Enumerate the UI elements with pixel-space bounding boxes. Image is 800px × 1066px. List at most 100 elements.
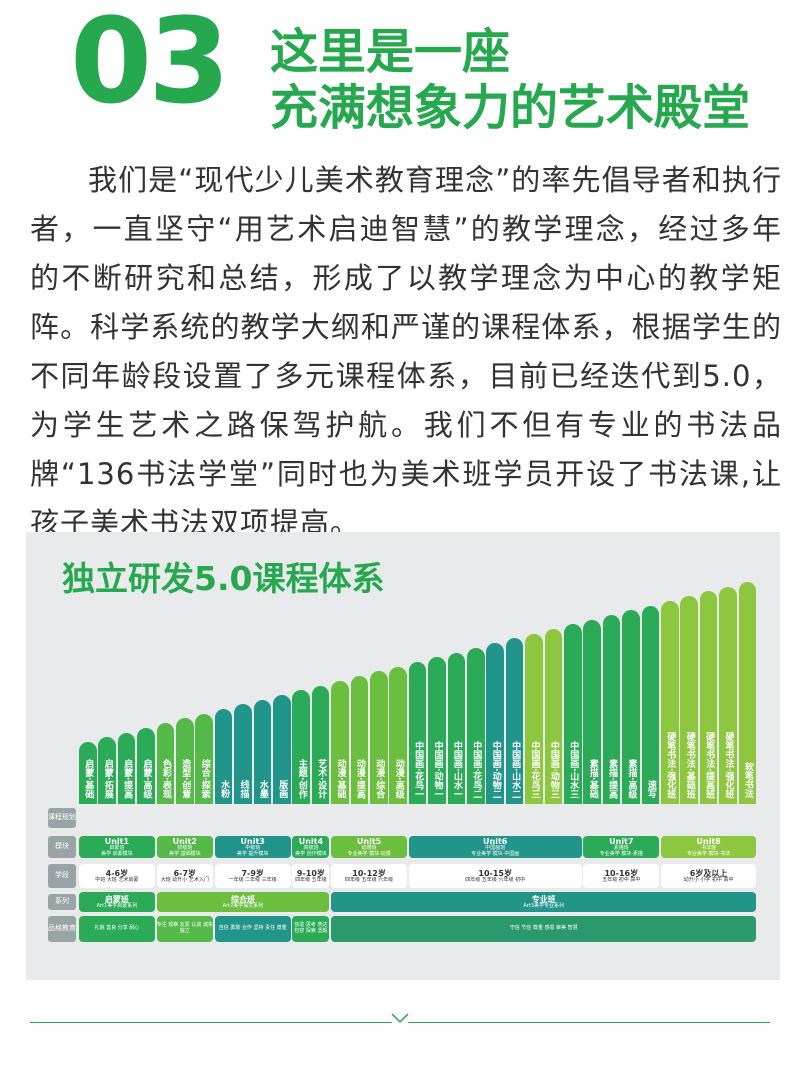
course-bar: 中国画·山水三 <box>564 624 582 804</box>
course-bar-label: 中国画·动物一 <box>432 740 443 798</box>
age-desc: 大班 幼升小 艺术入门 <box>160 876 209 883</box>
course-bar: 动漫·综合 <box>370 671 388 804</box>
age-range: 6岁及以上 <box>689 868 728 878</box>
course-bar-label: 造型·创意 <box>180 758 191 798</box>
footer-line-right <box>408 1022 770 1023</box>
unit-sub: 启蒙班 <box>109 844 125 851</box>
course-bar-label: 速写 <box>645 779 656 798</box>
age-desc: 幼升小 小学 初中 高中 <box>683 876 734 883</box>
age-range: 10-16岁 <box>604 868 639 878</box>
series-block: 综合班 Art2美学探究系列 <box>156 892 330 912</box>
course-bar-label: 动漫·提高 <box>354 758 365 798</box>
row-label: 系列 <box>48 894 76 910</box>
course-bar-label: 水墨 <box>257 779 268 798</box>
course-bar: 中国画·山水一 <box>447 652 466 804</box>
course-bar-label: 硬笔书法·强化班 <box>665 731 676 798</box>
section-number: 03 <box>70 0 230 130</box>
unit-name: Unit8 <box>696 836 721 846</box>
character-text: 礼貌 善良 分享 耐心 <box>94 925 140 932</box>
character-block: 自信 勇敢 合作 坚持 责任 尊重 <box>214 916 291 942</box>
course-bar: 硬笔书法·基础班 <box>680 596 698 804</box>
character-block: 礼貌 善良 分享 耐心 <box>79 916 155 942</box>
unit-block: Unit6 中国画班 专业美学 模块·中国画 <box>408 836 582 858</box>
course-bar: 综合·探索 <box>195 713 213 804</box>
course-bar: 艺术·设计 <box>311 685 330 804</box>
course-bar: 水粉 <box>214 709 233 804</box>
series-block: 启蒙班 Art1美学启蒙系列 <box>79 892 155 912</box>
curriculum-bars: 启蒙·基础 启蒙·拓展 启蒙·提高 启蒙·高级 色彩·表现 造型·创意 综合·探索 水粉 线描水… <box>26 532 780 980</box>
age-block: 10-15岁 四年级 五年级 六年级 初中 <box>408 864 582 888</box>
series-desc: Art2美学探究系列 <box>222 902 264 909</box>
unit-sub: 中级班 <box>245 844 261 851</box>
intro-text: 我们是“现代少儿美术教育理念”的率先倡导者和执行者，一直坚守“用艺术启迪智慧”的… <box>30 156 782 548</box>
age-block: 4-6岁 中班 大班 艺术启蒙 <box>79 864 155 888</box>
course-bar: 素描·高级 <box>622 610 640 804</box>
course-bar-label: 中国画·山水三 <box>568 740 579 798</box>
unit-name: Unit6 <box>483 836 508 846</box>
course-bar: 启蒙·基础 <box>79 742 97 804</box>
course-bar: 中国画·动物一 <box>428 657 446 804</box>
course-bar-label: 中国画·花鸟二 <box>471 740 482 798</box>
course-bar: 水墨 <box>253 699 272 804</box>
row-label: 课程规划 <box>48 808 76 828</box>
section-header: 03 这里是一座 充满想象力的艺术殿堂 <box>70 2 770 148</box>
age-range: 10-15岁 <box>478 868 512 878</box>
course-bar-label: 启蒙·高级 <box>141 758 152 798</box>
course-bar: 素描·基础 <box>583 619 601 804</box>
age-range: 4-6岁 <box>105 868 129 878</box>
age-desc: 四年级 五年级 六年级 <box>344 876 394 883</box>
course-bar: 软笔书法 <box>738 582 757 804</box>
unit-desc: 美学 提升模块 <box>236 850 269 857</box>
course-bar-label: 线描 <box>238 779 249 798</box>
age-block: 6-7岁 大班 幼升小 艺术入门 <box>156 864 213 888</box>
character-text: 守信 节俭 尊重 感恩 审美 智慧 <box>509 925 578 932</box>
unit-sub: 动漫班 <box>361 844 377 851</box>
unit-block: Unit8 书法班 专业美学 模块·书法 <box>661 836 757 858</box>
series-block: 专业班 Art3美学专业系列 <box>331 892 757 912</box>
row-label: 品格教育 <box>48 916 76 942</box>
course-bar-label: 启蒙·提高 <box>122 758 133 798</box>
course-bar: 启蒙·高级 <box>137 727 155 804</box>
curriculum-chart: 独立研发5.0课程体系 启蒙·基础 启蒙·拓展 启蒙·提高 启蒙·高级 色彩·表现 造型·… <box>26 532 780 980</box>
age-block: 10-12岁 四年级 五年级 六年级 <box>331 864 407 888</box>
series-name: 综合班 <box>230 894 255 904</box>
course-bar-label: 中国画·花鸟一 <box>413 740 424 798</box>
age-range: 7-9岁 <box>241 868 264 878</box>
course-bar: 硬笔书法·强化班 <box>661 600 679 804</box>
age-block: 9-10岁 四年级 五年级 <box>292 864 330 888</box>
unit-desc: 美学 启蒙模块 <box>101 850 133 857</box>
course-bar-label: 素描·高级 <box>626 758 637 798</box>
course-bar-label: 艺术·设计 <box>316 758 327 798</box>
course-bar-label: 启蒙·拓展 <box>102 758 113 798</box>
age-block: 6岁及以上 幼升小 小学 初中 高中 <box>661 864 757 888</box>
course-bar: 中国画·花鸟一 <box>408 662 427 804</box>
row-label: 模块 <box>48 836 76 858</box>
course-bar-label: 版画 <box>277 779 288 798</box>
age-range: 9-10岁 <box>296 868 325 878</box>
course-bar-label: 中国画·花鸟三 <box>529 740 540 798</box>
course-bar: 色彩·表现 <box>156 723 175 804</box>
section-title-line2: 充满想象力的艺术殿堂 <box>270 80 751 136</box>
course-bar-label: 硬笔书法·强化班 <box>723 731 734 798</box>
chevron-down-icon <box>391 1013 409 1024</box>
character-block: 守信 节俭 尊重 感恩 审美 智慧 <box>331 916 757 942</box>
unit-block: Unit1 启蒙班 美学 启蒙模块 <box>79 836 155 858</box>
course-bar-label: 中国画·动物三 <box>548 740 559 798</box>
unit-desc: 专业美学 模块·书法 <box>687 850 731 857</box>
unit-sub: 素描班 <box>613 844 629 851</box>
unit-block: Unit7 素描班 专业美学 模块·素描 <box>583 836 660 858</box>
course-bar: 造型·创意 <box>176 718 194 804</box>
course-bar: 中国画·动物三 <box>544 629 563 804</box>
age-desc: 一年级 二年级 三年级 <box>228 876 277 883</box>
chart-title: 独立研发5.0课程体系 <box>62 559 385 598</box>
unit-sub: 中国画班 <box>485 844 506 851</box>
character-block: 专注 观察 友爱 认真 诚实 独立 <box>156 916 213 942</box>
age-desc: 四年级 五年级 <box>295 876 327 883</box>
unit-block: Unit5 动漫班 专业美学 模块·动漫 <box>331 836 407 858</box>
course-bar-label: 素描·基础 <box>587 758 598 798</box>
course-bar: 速写 <box>641 605 660 804</box>
series-desc: Art3美学专业系列 <box>523 902 564 909</box>
course-bar: 动漫·提高 <box>350 676 369 804</box>
course-bar: 动漫·基础 <box>331 680 349 804</box>
unit-block: Unit4 高级班 美学 创作模块 <box>292 836 330 858</box>
